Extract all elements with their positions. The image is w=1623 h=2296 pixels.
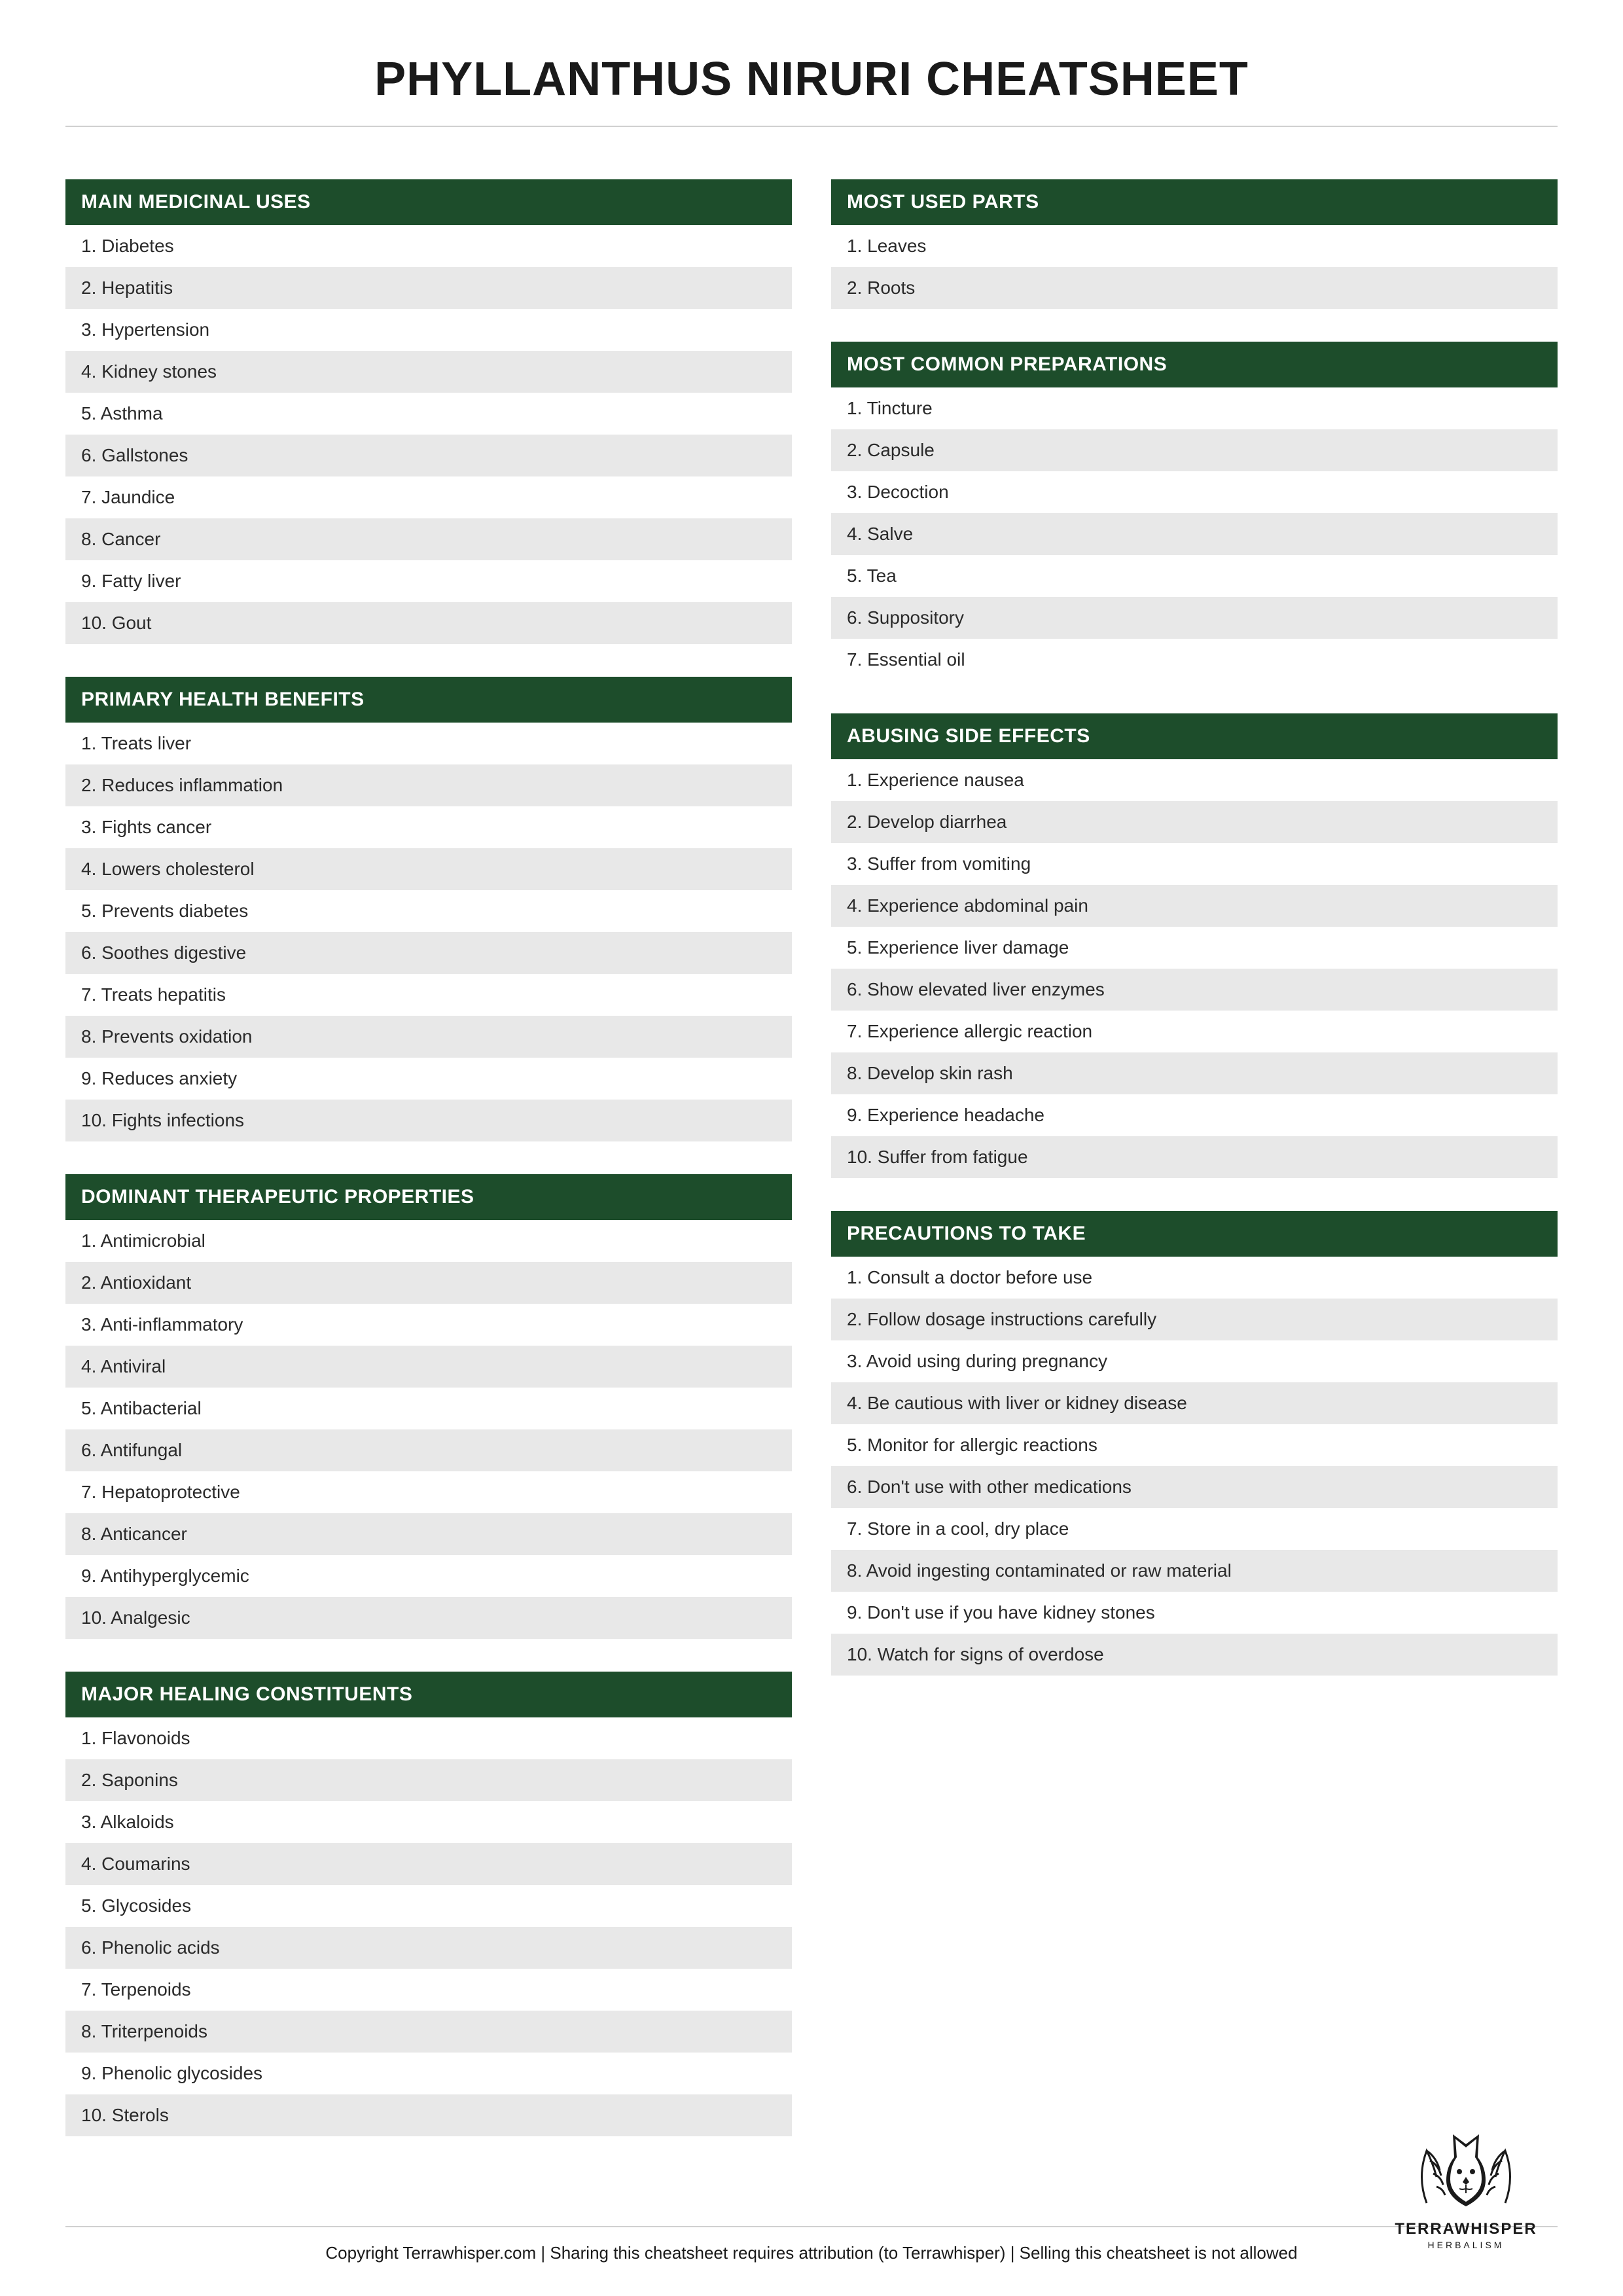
- list-item: 2. Follow dosage instructions carefully: [831, 1299, 1558, 1340]
- list-item: 9. Fatty liver: [65, 560, 792, 602]
- list-item: 8. Prevents oxidation: [65, 1016, 792, 1058]
- list-item: 3. Avoid using during pregnancy: [831, 1340, 1558, 1382]
- list-item: 1. Tincture: [831, 387, 1558, 429]
- copyright-text: Copyright Terrawhisper.com | Sharing thi…: [65, 2227, 1558, 2270]
- list-item: 6. Soothes digestive: [65, 932, 792, 974]
- list-item: 9. Experience headache: [831, 1094, 1558, 1136]
- list-item: 4. Lowers cholesterol: [65, 848, 792, 890]
- list-item: 7. Essential oil: [831, 639, 1558, 681]
- list-item: 2. Reduces inflammation: [65, 764, 792, 806]
- list-item: 2. Roots: [831, 267, 1558, 309]
- list-item: 10. Suffer from fatigue: [831, 1136, 1558, 1178]
- list-item: 6. Suppository: [831, 597, 1558, 639]
- list-item: 3. Decoction: [831, 471, 1558, 513]
- content-columns: MAIN MEDICINAL USES1. Diabetes2. Hepatit…: [65, 179, 1558, 2200]
- section: ABUSING SIDE EFFECTS1. Experience nausea…: [831, 713, 1558, 1178]
- section-header: DOMINANT THERAPEUTIC PROPERTIES: [65, 1174, 792, 1220]
- list-item: 1. Experience nausea: [831, 759, 1558, 801]
- brand-name: TERRAWHISPER: [1381, 2220, 1551, 2238]
- list-item: 6. Don't use with other medications: [831, 1466, 1558, 1508]
- list-item: 6. Gallstones: [65, 435, 792, 476]
- list-item: 9. Don't use if you have kidney stones: [831, 1592, 1558, 1634]
- fox-laurel-icon: [1407, 2125, 1525, 2216]
- list-item: 5. Tea: [831, 555, 1558, 597]
- section: MAIN MEDICINAL USES1. Diabetes2. Hepatit…: [65, 179, 792, 644]
- section-header: PRIMARY HEALTH BENEFITS: [65, 677, 792, 723]
- list-item: 10. Gout: [65, 602, 792, 644]
- list-item: 4. Antiviral: [65, 1346, 792, 1388]
- list-item: 1. Flavonoids: [65, 1717, 792, 1759]
- list-item: 5. Monitor for allergic reactions: [831, 1424, 1558, 1466]
- list-item: 6. Show elevated liver enzymes: [831, 969, 1558, 1011]
- section: MOST USED PARTS1. Leaves2. Roots: [831, 179, 1558, 309]
- list-item: 7. Experience allergic reaction: [831, 1011, 1558, 1052]
- list-item: 3. Anti-inflammatory: [65, 1304, 792, 1346]
- list-item: 3. Alkaloids: [65, 1801, 792, 1843]
- section-header: MOST USED PARTS: [831, 179, 1558, 225]
- list-item: 6. Phenolic acids: [65, 1927, 792, 1969]
- list-item: 3. Suffer from vomiting: [831, 843, 1558, 885]
- brand-logo: TERRAWHISPER HERBALISM: [1381, 2125, 1551, 2250]
- list-item: 7. Hepatoprotective: [65, 1471, 792, 1513]
- section: MAJOR HEALING CONSTITUENTS1. Flavonoids2…: [65, 1672, 792, 2136]
- list-item: 7. Jaundice: [65, 476, 792, 518]
- page-title: PHYLLANTHUS NIRURI CHEATSHEET: [65, 52, 1558, 106]
- list-item: 2. Saponins: [65, 1759, 792, 1801]
- list-item: 1. Leaves: [831, 225, 1558, 267]
- list-item: 10. Watch for signs of overdose: [831, 1634, 1558, 1676]
- list-item: 8. Cancer: [65, 518, 792, 560]
- section: PRECAUTIONS TO TAKE1. Consult a doctor b…: [831, 1211, 1558, 1676]
- list-item: 10. Sterols: [65, 2094, 792, 2136]
- list-item: 9. Reduces anxiety: [65, 1058, 792, 1100]
- list-item: 1. Antimicrobial: [65, 1220, 792, 1262]
- list-item: 8. Develop skin rash: [831, 1052, 1558, 1094]
- list-item: 2. Capsule: [831, 429, 1558, 471]
- list-item: 2. Antioxidant: [65, 1262, 792, 1304]
- column-left: MAIN MEDICINAL USES1. Diabetes2. Hepatit…: [65, 179, 792, 2200]
- list-item: 2. Develop diarrhea: [831, 801, 1558, 843]
- section-header: PRECAUTIONS TO TAKE: [831, 1211, 1558, 1257]
- list-item: 8. Avoid ingesting contaminated or raw m…: [831, 1550, 1558, 1592]
- list-item: 1. Diabetes: [65, 225, 792, 267]
- list-item: 4. Salve: [831, 513, 1558, 555]
- list-item: 5. Asthma: [65, 393, 792, 435]
- list-item: 10. Analgesic: [65, 1597, 792, 1639]
- section-header: MOST COMMON PREPARATIONS: [831, 342, 1558, 387]
- list-item: 5. Experience liver damage: [831, 927, 1558, 969]
- list-item: 5. Glycosides: [65, 1885, 792, 1927]
- list-item: 3. Fights cancer: [65, 806, 792, 848]
- list-item: 1. Treats liver: [65, 723, 792, 764]
- footer: TERRAWHISPER HERBALISM Copyright Terrawh…: [65, 2226, 1558, 2270]
- list-item: 4. Experience abdominal pain: [831, 885, 1558, 927]
- section: MOST COMMON PREPARATIONS1. Tincture2. Ca…: [831, 342, 1558, 681]
- column-right: MOST USED PARTS1. Leaves2. Roots MOST COM…: [831, 179, 1558, 2200]
- list-item: 7. Store in a cool, dry place: [831, 1508, 1558, 1550]
- list-item: 4. Coumarins: [65, 1843, 792, 1885]
- list-item: 1. Consult a doctor before use: [831, 1257, 1558, 1299]
- section-header: MAJOR HEALING CONSTITUENTS: [65, 1672, 792, 1717]
- list-item: 7. Terpenoids: [65, 1969, 792, 2011]
- section: PRIMARY HEALTH BENEFITS1. Treats liver2.…: [65, 677, 792, 1141]
- list-item: 8. Anticancer: [65, 1513, 792, 1555]
- list-item: 9. Phenolic glycosides: [65, 2053, 792, 2094]
- list-item: 5. Antibacterial: [65, 1388, 792, 1429]
- list-item: 6. Antifungal: [65, 1429, 792, 1471]
- section-header: ABUSING SIDE EFFECTS: [831, 713, 1558, 759]
- list-item: 4. Kidney stones: [65, 351, 792, 393]
- list-item: 10. Fights infections: [65, 1100, 792, 1141]
- section-header: MAIN MEDICINAL USES: [65, 179, 792, 225]
- section: DOMINANT THERAPEUTIC PROPERTIES1. Antimi…: [65, 1174, 792, 1639]
- list-item: 2. Hepatitis: [65, 267, 792, 309]
- brand-tagline: HERBALISM: [1381, 2240, 1551, 2250]
- divider-top: [65, 126, 1558, 127]
- list-item: 3. Hypertension: [65, 309, 792, 351]
- list-item: 7. Treats hepatitis: [65, 974, 792, 1016]
- list-item: 4. Be cautious with liver or kidney dise…: [831, 1382, 1558, 1424]
- list-item: 8. Triterpenoids: [65, 2011, 792, 2053]
- list-item: 5. Prevents diabetes: [65, 890, 792, 932]
- list-item: 9. Antihyperglycemic: [65, 1555, 792, 1597]
